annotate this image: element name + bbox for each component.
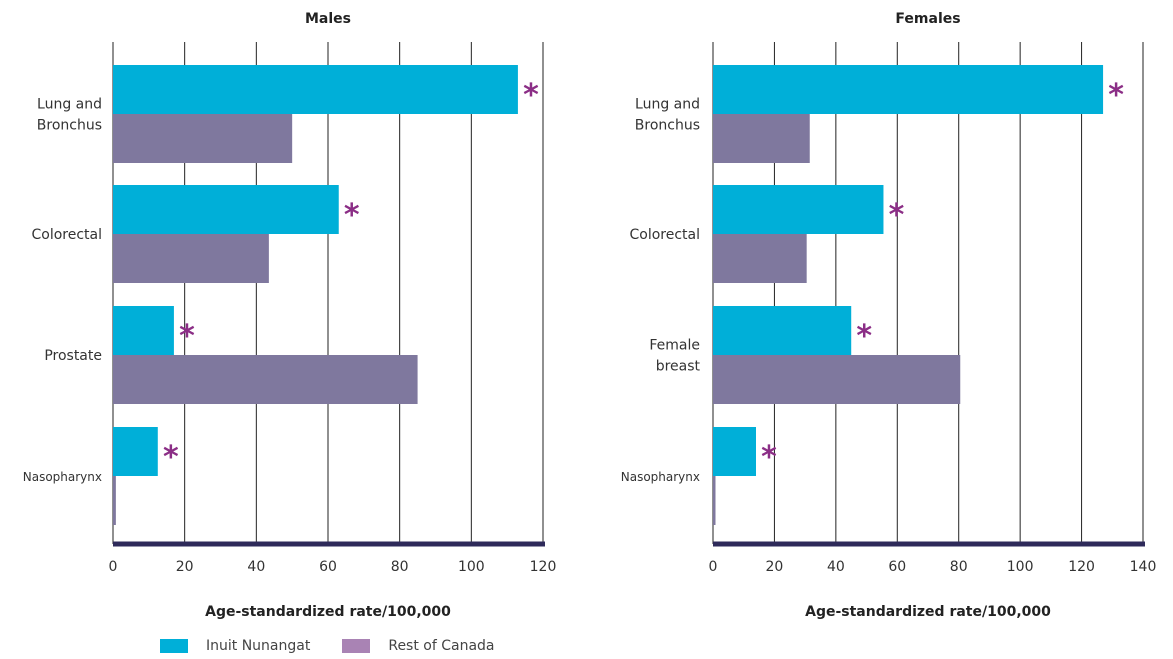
females-bar-canada-2: [713, 355, 961, 404]
legend-item-canada: Rest of Canada: [342, 638, 495, 654]
males-bar-inuit-0: [113, 65, 518, 114]
females-tick-label-60: 60: [888, 559, 906, 575]
males-bar-canada-1: [113, 234, 269, 283]
females-bar-inuit-1: [713, 185, 884, 234]
males-tick-label-20: 20: [176, 559, 194, 575]
males-bar-canada-2: [113, 355, 418, 404]
legend-item-inuit: Inuit Nunangat: [160, 638, 310, 654]
legend-label-inuit: Inuit Nunangat: [206, 638, 311, 654]
males-tick-label-120: 120: [530, 559, 557, 575]
males-tick-label-60: 60: [319, 559, 337, 575]
males-bar-canada-0: [113, 114, 293, 163]
females-tick-label-0: 0: [709, 559, 718, 575]
females-significance-marker-2: *: [856, 319, 872, 354]
males-category-label-0: Lung and Bronchus: [37, 97, 102, 134]
females-category-label-2: Female breast: [649, 338, 700, 375]
females-bar-inuit-3: [713, 427, 756, 476]
males-tick-label-80: 80: [391, 559, 409, 575]
legend-label-canada: Rest of Canada: [388, 638, 495, 654]
females-bar-inuit-2: [713, 306, 852, 355]
females-bar-canada-1: [713, 234, 807, 283]
females-tick-label-100: 100: [1007, 559, 1034, 575]
females-tick-label-40: 40: [827, 559, 845, 575]
males-x-axis-label: Age-standardized rate/100,000: [205, 604, 451, 620]
females-category-label-0: Lung and Bronchus: [635, 97, 700, 134]
females-bar-canada-0: [713, 114, 810, 163]
males-bar-canada-3: [113, 476, 116, 525]
females-category-label-3: Nasopharynx: [621, 470, 700, 484]
males-significance-marker-3: *: [163, 440, 179, 475]
females-significance-marker-3: *: [761, 440, 777, 475]
males-significance-marker-1: *: [344, 198, 360, 233]
males-significance-marker-0: *: [523, 78, 539, 113]
females-tick-label-120: 120: [1068, 559, 1095, 575]
females-tick-label-20: 20: [766, 559, 784, 575]
males-category-label-1: Colorectal: [31, 227, 102, 243]
males-tick-label-0: 0: [109, 559, 118, 575]
females-category-label-1: Colorectal: [629, 227, 700, 243]
males-category-label-3: Nasopharynx: [23, 470, 102, 484]
males-tick-label-100: 100: [458, 559, 485, 575]
males-tick-label-40: 40: [247, 559, 265, 575]
males-bar-inuit-2: [113, 306, 174, 355]
legend-swatch-inuit: [160, 639, 188, 653]
females-tick-label-80: 80: [950, 559, 968, 575]
females-chart-title: Females: [895, 11, 960, 27]
legend: Inuit Nunangat Rest of Canada: [160, 638, 527, 654]
females-bar-inuit-0: [713, 65, 1104, 114]
legend-swatch-canada: [342, 639, 371, 653]
females-significance-marker-0: *: [1108, 78, 1124, 113]
males-bar-inuit-1: [113, 185, 339, 234]
males-significance-marker-2: *: [179, 319, 195, 354]
females-significance-marker-1: *: [889, 198, 905, 233]
males-category-label-2: Prostate: [44, 348, 102, 364]
females-x-axis-label: Age-standardized rate/100,000: [805, 604, 1051, 620]
females-bar-canada-3: [713, 476, 716, 525]
males-bar-inuit-3: [113, 427, 158, 476]
females-tick-label-140: 140: [1130, 559, 1157, 575]
males-chart-title: Males: [305, 11, 351, 27]
